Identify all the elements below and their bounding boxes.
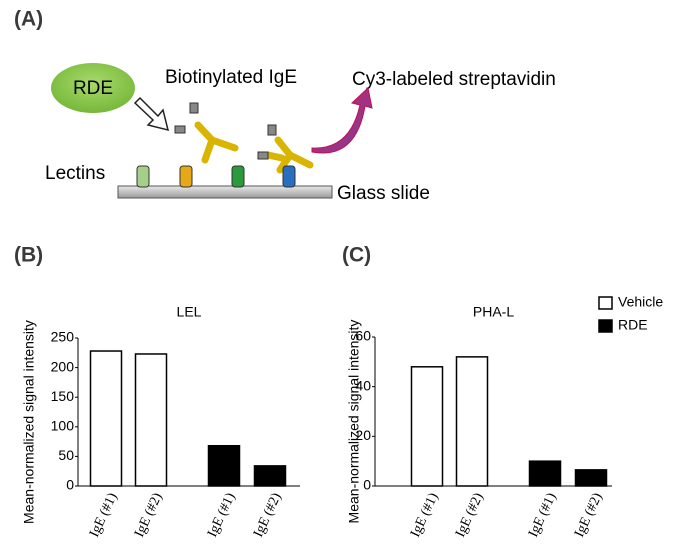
lectins-label: Lectins xyxy=(45,163,105,184)
y-tick-label: 20 xyxy=(355,427,371,443)
x-tick-label: IgE (#2) xyxy=(572,490,606,539)
curved-arrow xyxy=(311,87,373,154)
x-tick-label: IgE (#1) xyxy=(87,490,121,539)
y-tick-label: 40 xyxy=(355,377,371,393)
y-axis-label: Mean-normalized signal intensity xyxy=(21,320,37,524)
y-tick-label: 250 xyxy=(51,329,75,345)
rde-label: RDE xyxy=(73,78,113,99)
bar xyxy=(455,356,489,487)
glass-slide xyxy=(117,185,333,199)
x-tick-label: IgE (#2) xyxy=(132,490,166,539)
panel-label: (A) xyxy=(14,8,43,31)
y-tick-label: 150 xyxy=(51,388,75,404)
y-tick-label: 0 xyxy=(66,477,74,493)
panel-label: (C) xyxy=(342,244,371,267)
bar xyxy=(574,469,608,487)
lectin xyxy=(136,165,296,188)
bar xyxy=(134,353,168,487)
arrow xyxy=(133,96,170,132)
y-tick-label: 50 xyxy=(58,447,74,463)
antibody xyxy=(194,121,314,174)
y-tick-label: 200 xyxy=(51,358,75,374)
y-tick-label: 100 xyxy=(51,418,75,434)
y-tick-label: 0 xyxy=(363,477,371,493)
bar xyxy=(410,366,444,487)
x-tick-label: IgE (#2) xyxy=(453,490,487,539)
chart-title: PHA-L xyxy=(473,304,514,320)
y-tick-label: 60 xyxy=(355,328,371,344)
detector-label: Cy3-labeled streptavidin xyxy=(352,69,556,90)
slide-label: Glass slide xyxy=(337,183,430,204)
x-tick-label: IgE (#1) xyxy=(526,490,560,539)
antibody-label: Biotinylated IgE xyxy=(165,67,297,88)
legend-swatch xyxy=(598,319,613,333)
legend-label: Vehicle xyxy=(618,294,663,310)
bar xyxy=(253,465,287,487)
bar xyxy=(207,444,241,487)
y-axis-label: Mean-normalized signal intensity xyxy=(346,320,362,524)
x-tick-label: IgE (#2) xyxy=(251,490,285,539)
rde-ellipse xyxy=(51,63,135,113)
panel-label: (B) xyxy=(14,244,43,267)
legend-label: RDE xyxy=(618,317,648,333)
biotin xyxy=(174,102,277,160)
x-tick-label: IgE (#1) xyxy=(408,490,442,539)
chart-title: LEL xyxy=(177,304,202,320)
bar xyxy=(528,460,562,487)
bar xyxy=(89,350,123,487)
x-tick-label: IgE (#1) xyxy=(205,490,239,539)
legend-swatch xyxy=(598,296,613,310)
